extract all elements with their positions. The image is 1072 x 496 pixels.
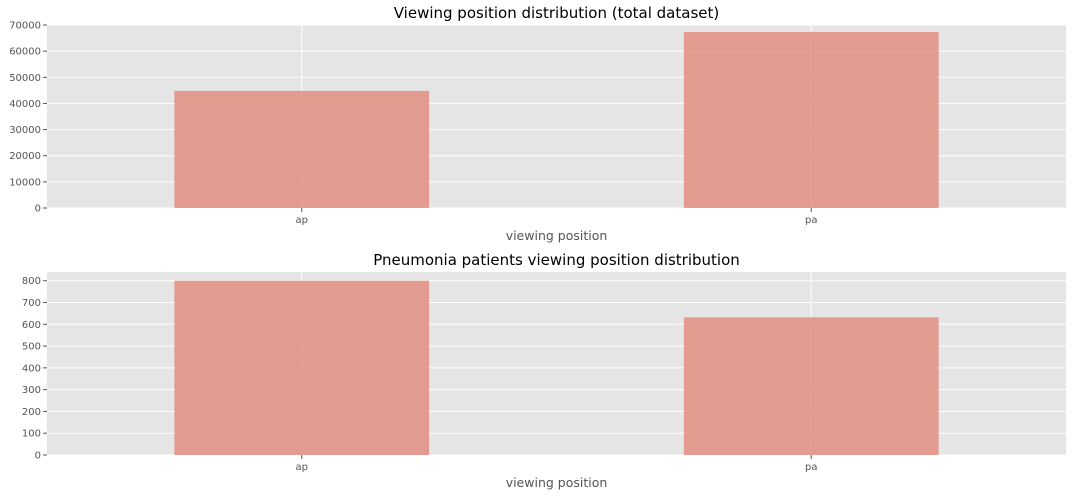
y-tick-label: 300 [22, 385, 41, 396]
x-axis-label: viewing position [506, 475, 608, 490]
y-tick-label: 700 [22, 298, 41, 309]
y-tick-label: 500 [22, 342, 41, 353]
bar-pa [683, 32, 939, 209]
x-tick-label: ap [296, 462, 308, 473]
chart-panel-2: 0 100 200 300 400 500 600 700 800 ap pa Pneumonia p… [22, 251, 1066, 490]
y-tick-label: 800 [22, 276, 41, 287]
x-tick-label: pa [805, 215, 817, 226]
chart-panel-1: 0 10000 20000 30000 40000 50000 60000 70000 ap pa… [9, 4, 1066, 243]
y-tick-label: 400 [22, 363, 41, 374]
y-tick-label: 0 [35, 204, 41, 215]
x-tick-label: ap [296, 215, 308, 226]
y-tick-label: 600 [22, 320, 41, 331]
y-tick-label: 40000 [9, 99, 41, 110]
bar-ap [174, 90, 430, 208]
x-axis-label: viewing position [506, 228, 608, 243]
y-tick-label: 60000 [9, 47, 41, 58]
y-tick-label: 20000 [9, 151, 41, 162]
y-tick-label: 50000 [9, 73, 41, 84]
x-tick-label: pa [805, 462, 817, 473]
y-tick-label: 30000 [9, 125, 41, 136]
chart-title: Viewing position distribution (total dat… [394, 4, 719, 22]
bar-ap [174, 280, 430, 455]
bar-pa [683, 317, 939, 455]
y-tick-label: 100 [22, 429, 41, 440]
y-tick-label: 10000 [9, 177, 41, 188]
y-tick-label: 0 [35, 451, 41, 462]
chart-title: Pneumonia patients viewing position dist… [373, 251, 740, 269]
y-tick-label: 70000 [9, 21, 41, 32]
y-tick-label: 200 [22, 407, 41, 418]
